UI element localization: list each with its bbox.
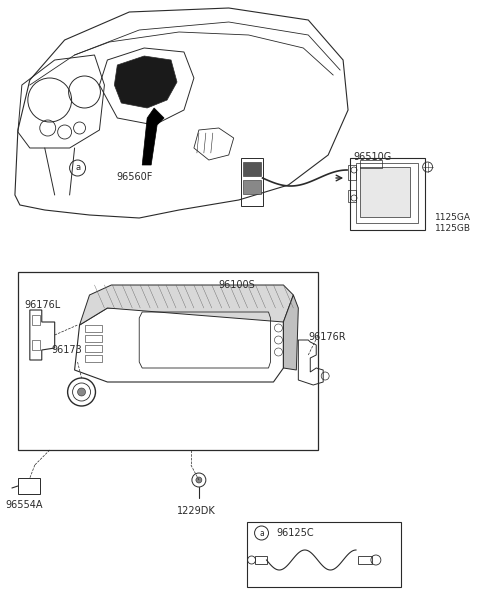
Bar [348,165,356,180]
Text: 1229DK: 1229DK [177,506,216,516]
Text: 96100S: 96100S [219,280,255,290]
Circle shape [196,477,202,483]
Bar [243,162,261,176]
Text: 96554A: 96554A [5,500,42,510]
Bar [350,158,425,230]
Text: a: a [75,163,80,172]
Bar [18,478,40,494]
Text: 96560F: 96560F [116,172,153,182]
Bar [32,340,40,350]
Bar [247,522,401,587]
Polygon shape [142,108,164,165]
Bar [356,163,418,223]
Text: 96173: 96173 [52,345,83,355]
Bar [84,355,102,362]
Bar [84,345,102,352]
Text: 96176L: 96176L [25,300,61,310]
Circle shape [78,388,85,396]
Polygon shape [80,285,293,325]
Text: 1125GA: 1125GA [434,213,470,222]
Bar [348,190,356,202]
Bar [358,556,372,564]
Bar [240,158,263,206]
Bar [243,180,261,194]
Bar [84,335,102,342]
Polygon shape [114,56,177,108]
Bar [32,315,40,325]
Bar [254,556,266,564]
Text: 96125C: 96125C [276,528,314,538]
Bar [84,325,102,332]
Text: 1125GB: 1125GB [434,224,470,233]
Text: 96176R: 96176R [308,332,346,342]
Polygon shape [283,295,299,370]
Text: a: a [259,528,264,537]
Text: 96510G: 96510G [354,152,392,162]
Bar [360,160,382,168]
Bar [360,167,410,217]
Bar [18,272,318,450]
